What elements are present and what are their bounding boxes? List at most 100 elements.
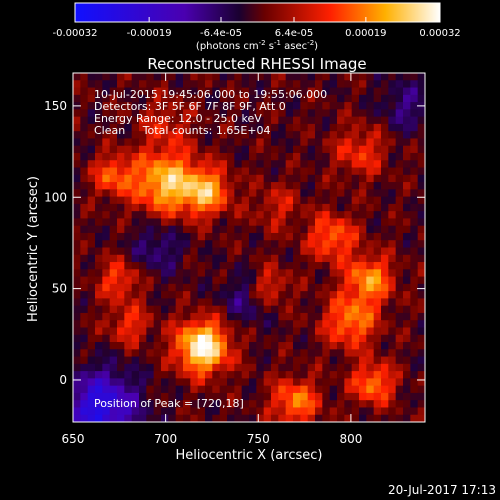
heatmap-cell: [410, 363, 419, 372]
heatmap-cell: [249, 131, 257, 140]
heatmap-cell: [227, 283, 235, 292]
heatmap-cell: [146, 131, 155, 140]
heatmap-cell: [293, 189, 301, 198]
heatmap-cell: [285, 160, 294, 169]
heatmap-cell: [102, 334, 111, 343]
heatmap-cell: [87, 87, 96, 96]
heatmap-cell: [146, 371, 155, 379]
heatmap-cell: [109, 247, 118, 256]
heatmap-cell: [131, 211, 140, 220]
heatmap-cell: [351, 385, 360, 394]
heatmap-cell: [373, 240, 382, 249]
heatmap-cell: [271, 342, 279, 350]
heatmap-cell: [117, 414, 125, 422]
heatmap-cell: [293, 160, 301, 169]
heatmap-cell: [117, 87, 125, 96]
heatmap-cell: [227, 203, 235, 212]
heatmap-cell: [307, 283, 316, 292]
heatmap-cell: [417, 73, 425, 81]
heatmap-cell: [263, 116, 272, 125]
heatmap-cell: [256, 109, 265, 118]
heatmap-cell: [87, 269, 96, 278]
heatmap-cell: [168, 254, 177, 263]
heatmap-cell: [329, 189, 338, 198]
heatmap-cell: [153, 102, 162, 110]
heatmap-cell: [73, 349, 81, 358]
heatmap-cell: [366, 116, 375, 125]
heatmap-cell: [241, 131, 250, 140]
heatmap-cell: [183, 94, 191, 103]
heatmap-cell: [300, 232, 309, 241]
heatmap-cell: [285, 407, 294, 416]
heatmap-cell: [87, 363, 96, 372]
heatmap-cell: [373, 269, 382, 278]
heatmap-cell: [117, 269, 125, 278]
heatmap-cell: [315, 392, 323, 401]
heatmap-cell: [146, 407, 155, 416]
heatmap-cell: [315, 327, 323, 336]
heatmap-cell: [175, 298, 184, 307]
heatmap-cell: [417, 167, 425, 176]
heatmap-cell: [73, 276, 81, 285]
heatmap-cell: [271, 123, 279, 132]
y-tick-label: 150: [44, 99, 67, 113]
heatmap-cell: [351, 87, 360, 96]
heatmap-cell: [417, 211, 425, 220]
heatmap-cell: [168, 320, 177, 329]
heatmap-cell: [227, 131, 235, 140]
heatmap-cell: [359, 152, 367, 161]
heatmap-cell: [73, 211, 81, 220]
heatmap-cell: [80, 262, 89, 270]
heatmap-cell: [227, 385, 235, 394]
heatmap-cell: [271, 283, 279, 292]
heatmap-cell: [205, 94, 213, 103]
heatmap-cell: [315, 276, 323, 285]
heatmap-cell: [175, 262, 184, 270]
heatmap-cell: [249, 240, 257, 249]
heatmap-cell: [366, 320, 375, 329]
heatmap-cell: [249, 138, 257, 147]
heatmap-cell: [190, 189, 199, 198]
heatmap-cell: [381, 276, 389, 285]
heatmap-cell: [395, 182, 404, 190]
heatmap-cell: [153, 211, 162, 220]
heatmap-cell: [168, 196, 177, 205]
heatmap-cell: [249, 385, 257, 394]
heatmap-cell: [263, 400, 272, 409]
heatmap-cell: [417, 254, 425, 263]
heatmap-cell: [131, 218, 140, 227]
heatmap-cell: [256, 254, 265, 263]
heatmap-cell: [271, 182, 279, 190]
heatmap-cell: [307, 123, 316, 132]
heatmap-cell: [359, 385, 367, 394]
heatmap-cell: [109, 109, 118, 118]
heatmap-cell: [73, 218, 81, 227]
heatmap-cell: [293, 80, 301, 89]
heatmap-cell: [373, 407, 382, 416]
heatmap-cell: [139, 400, 147, 409]
heatmap-cell: [271, 102, 279, 110]
heatmap-cell: [87, 189, 96, 198]
heatmap-cell: [168, 167, 177, 176]
heatmap-cell: [227, 116, 235, 125]
heatmap-cell: [241, 218, 250, 227]
heatmap-cell: [146, 94, 155, 103]
heatmap-cell: [131, 349, 140, 358]
heatmap-cell: [329, 327, 338, 336]
heatmap-cell: [175, 87, 184, 96]
heatmap-cell: [403, 240, 411, 249]
heatmap-cell: [271, 225, 279, 234]
heatmap-cell: [410, 152, 419, 161]
heatmap-cell: [131, 400, 140, 409]
heatmap-cell: [395, 371, 404, 379]
colorbar: [75, 3, 440, 22]
heatmap-cell: [373, 232, 382, 241]
heatmap-cell: [205, 378, 213, 387]
heatmap-cell: [219, 363, 228, 372]
heatmap-cell: [322, 327, 331, 336]
heatmap-cell: [153, 225, 162, 234]
heatmap-cell: [153, 240, 162, 249]
heatmap-cell: [315, 80, 323, 89]
heatmap-cell: [329, 298, 338, 307]
heatmap-cell: [102, 356, 111, 365]
